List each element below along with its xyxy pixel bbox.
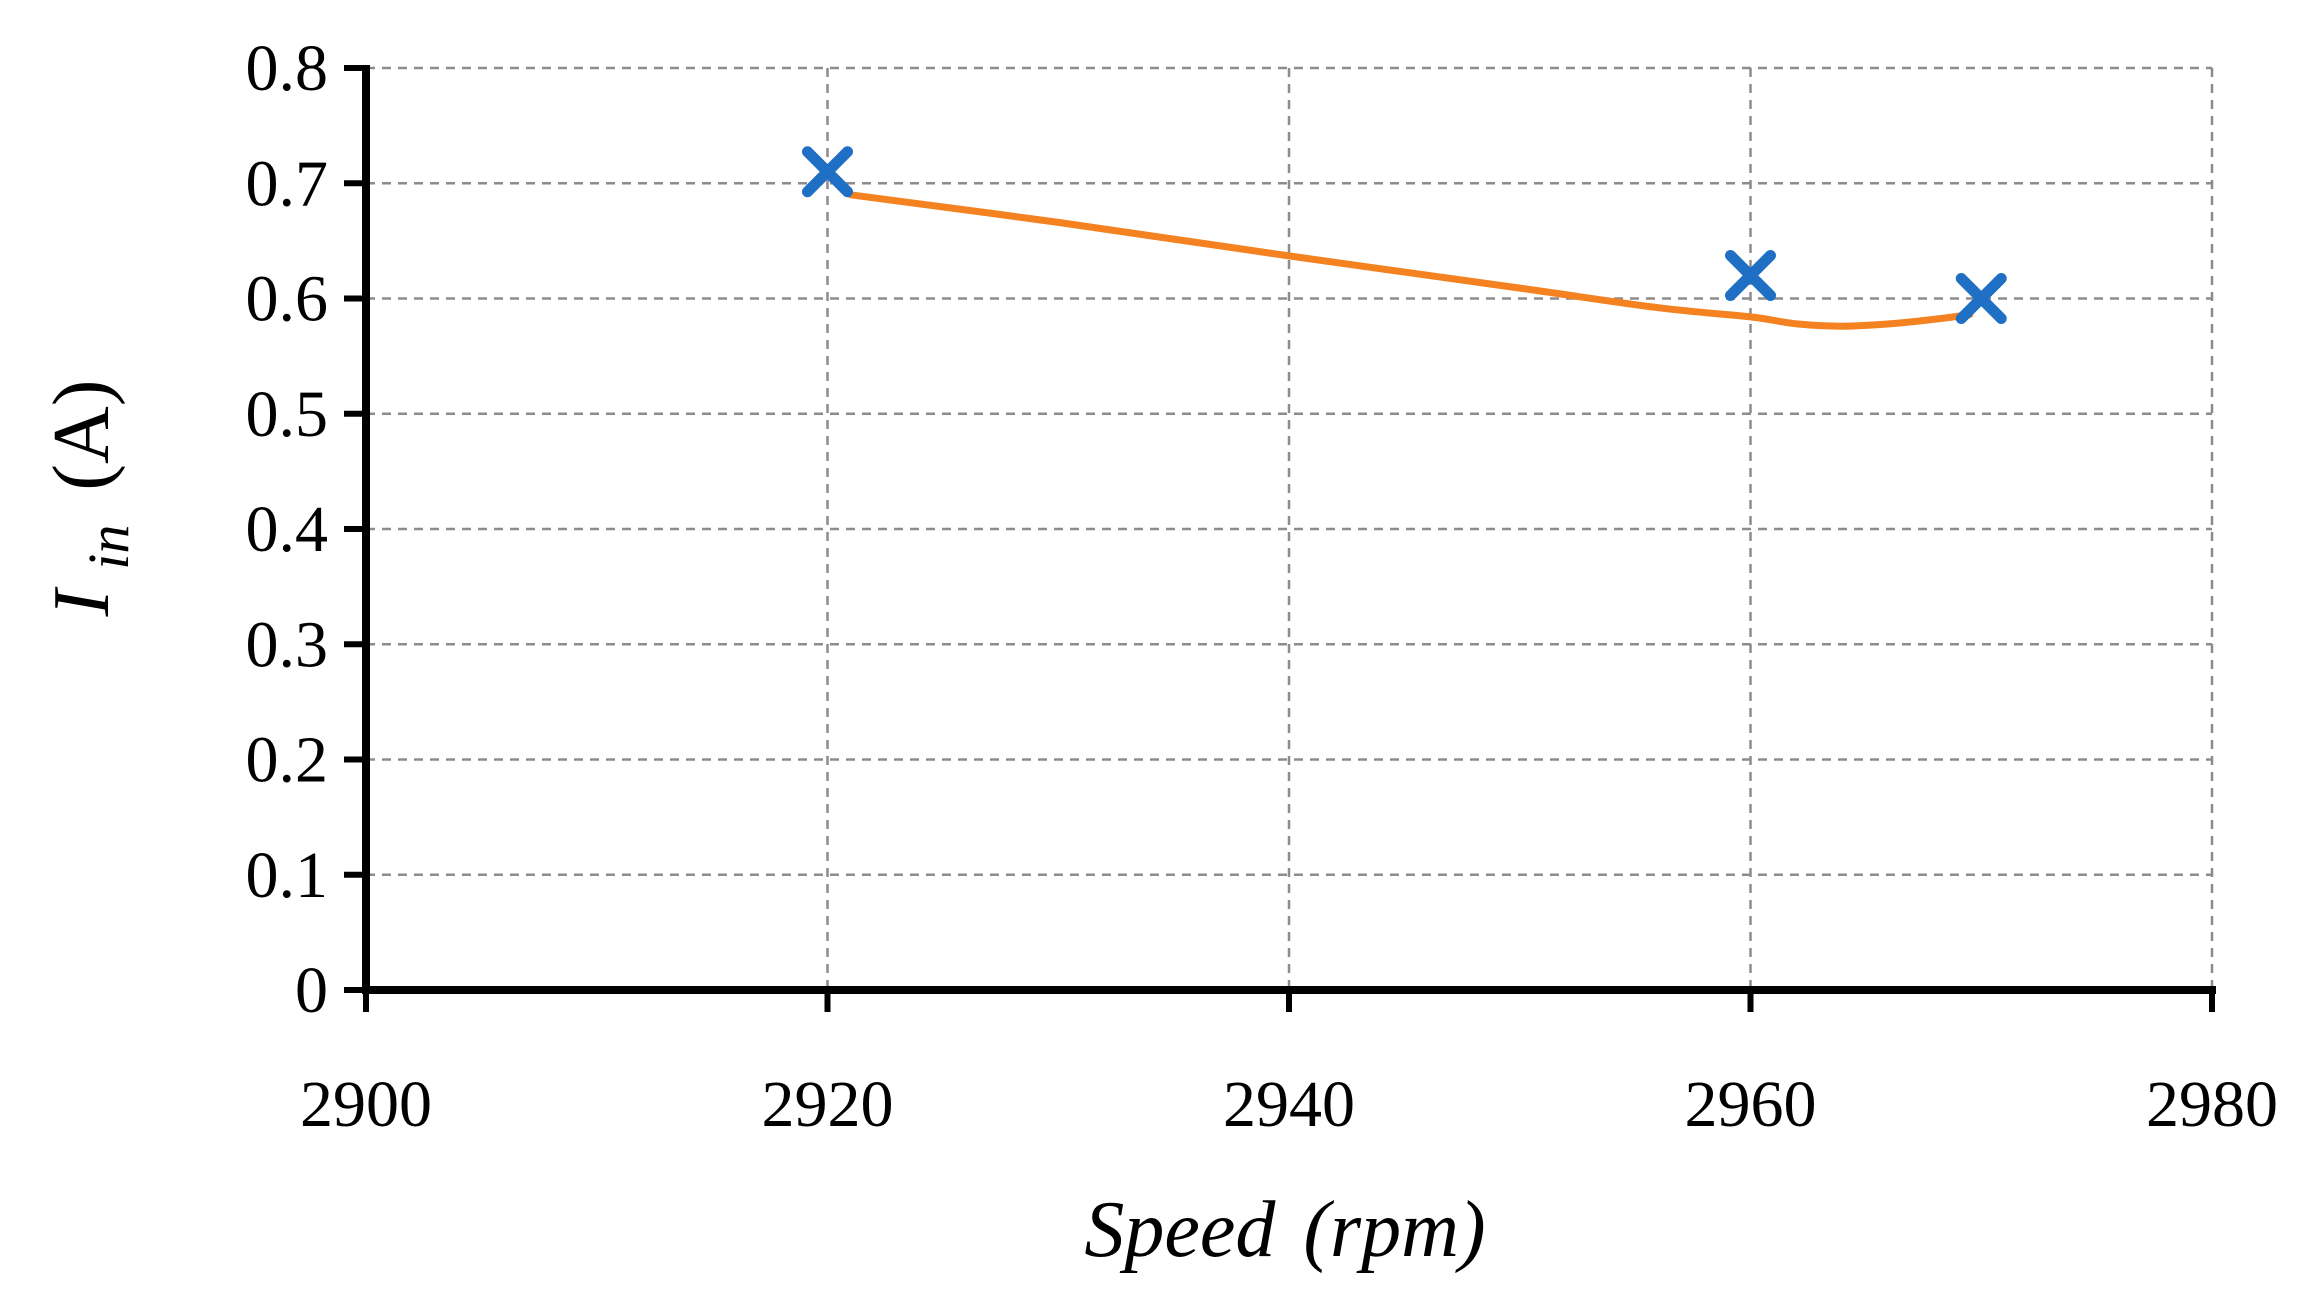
y-tick-label: 0 [295,954,328,1027]
fit-line [847,191,1974,330]
x-axis-title-main: Speed [1084,1186,1276,1274]
data-point-x-marker [1725,249,1776,301]
tick-marks [344,65,2215,1012]
y-tick-label: 0.1 [246,839,329,912]
y-tick-labels: 0 0.1 0.2 0.3 0.4 0.5 0.6 0.7 0.8 [246,32,329,1027]
x-tick-label: 2940 [1223,1068,1355,1141]
marker-stroke [1725,249,1776,301]
x-tick-label: 2960 [1685,1068,1817,1141]
y-axis-title-symbol: I [38,586,126,617]
grid [366,66,2214,990]
y-tick-label: 0.2 [246,724,329,797]
y-axis-title-subscript: in [76,525,141,570]
y-tick-label: 0.8 [246,32,329,105]
x-axis-title-unit: (rpm) [1303,1186,1485,1274]
x-tick-label: 2920 [762,1068,894,1141]
x-tick-labels: 2900 2920 2940 2960 2980 [300,1068,2278,1141]
marker-stroke [802,146,853,198]
x-tick-label: 2900 [300,1068,432,1141]
y-tick-label: 0.5 [246,378,329,451]
y-axis-title: I in (A) [38,380,146,618]
y-tick-label: 0.4 [246,493,329,566]
x-tick-label: 2980 [2146,1068,2278,1141]
y-tick-label: 0.6 [246,263,329,336]
y-tick-label: 0.7 [246,147,329,220]
y-axis-title-unit: (A) [38,380,126,491]
data-point-x-marker [1955,273,2007,324]
series [802,146,2007,330]
y-tick-label: 0.3 [246,608,329,681]
data-point-x-marker [802,146,853,198]
x-axis-title: Speed (rpm) [1084,1186,1485,1274]
marker-stroke [1955,273,2007,324]
